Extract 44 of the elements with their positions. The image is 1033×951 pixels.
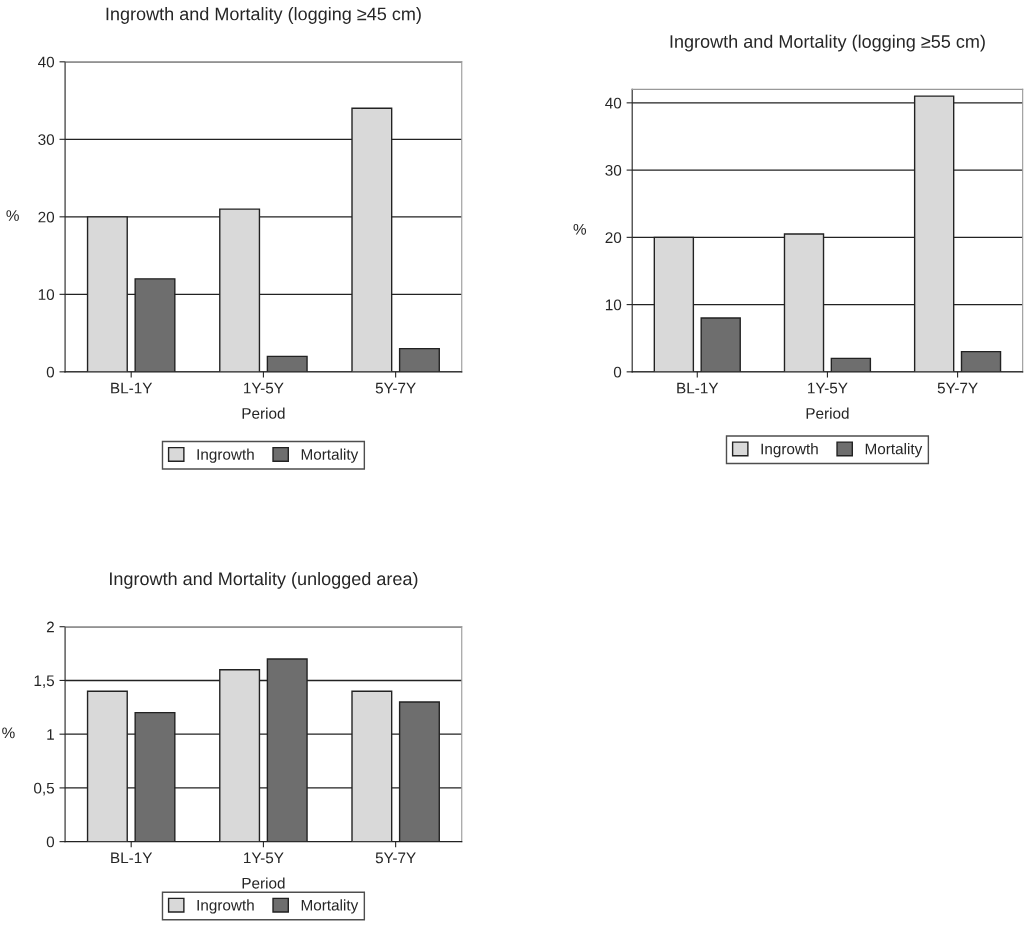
y-tick-label: 1 <box>47 729 54 740</box>
x-tick-label: 5Y-7Y <box>375 852 416 864</box>
chart-title: Ingrowth and Mortality (unlogged area) <box>110 571 418 589</box>
y-tick-label: 0 <box>46 836 55 848</box>
y-axis-title: % <box>573 223 587 235</box>
x-tick-label: 5Y-7Y <box>375 382 416 394</box>
y-tick-label: 20 <box>605 232 622 244</box>
x-tick-label: BL-1Y <box>677 382 719 394</box>
legend-label: Ingrowth <box>197 448 254 463</box>
y-tick-label: 30 <box>38 134 55 146</box>
bar <box>398 347 440 372</box>
y-tick-label: 20 <box>38 211 55 223</box>
x-axis-title: Period <box>242 877 285 889</box>
x-axis-title: Period <box>806 407 849 419</box>
x-tick-label: 5Y-7Y <box>937 382 978 394</box>
legend-label: Ingrowth <box>197 899 254 914</box>
y-tick-label: 0 <box>613 366 622 378</box>
y-tick-label: 1,5 <box>34 675 55 688</box>
y-tick-label: 0 <box>46 366 55 378</box>
x-tick-label: BL-1Y <box>111 382 153 394</box>
legend-label: Mortality <box>301 899 359 914</box>
bar <box>830 357 872 372</box>
x-tick-label: 1Y-5Y <box>244 852 284 864</box>
legend-label: Ingrowth <box>761 443 818 458</box>
x-tick-label: BL-1Y <box>111 852 153 864</box>
bar <box>700 317 741 372</box>
y-axis-title: % <box>6 210 19 221</box>
y-tick-label: 10 <box>38 289 55 301</box>
legend-label: Mortality <box>301 448 359 463</box>
chart-title: Ingrowth and Mortality (logging ≥55 cm) <box>670 34 985 52</box>
y-tick-label: 30 <box>605 164 622 176</box>
y-tick-label: 40 <box>605 97 622 109</box>
legend-label: Mortality <box>865 443 923 458</box>
y-axis-title: % <box>2 727 15 739</box>
y-tick-label: 40 <box>38 56 55 68</box>
x-axis-title: Period <box>242 407 285 419</box>
bar <box>266 355 308 372</box>
y-tick-label: 2 <box>46 621 54 633</box>
y-tick-label: 0,5 <box>34 782 55 796</box>
x-tick-label: 1Y-5Y <box>808 382 848 394</box>
y-tick-label: 10 <box>605 299 622 311</box>
chart-title: Ingrowth and Mortality (logging ≥45 cm) <box>106 7 421 24</box>
bar <box>960 350 1002 372</box>
x-tick-label: 1Y-5Y <box>244 382 284 394</box>
